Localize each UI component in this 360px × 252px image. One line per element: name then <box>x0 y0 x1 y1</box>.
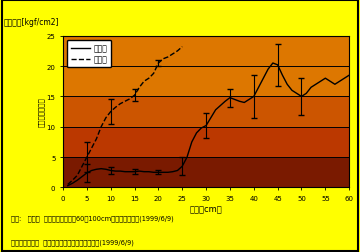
Legend: 深耕区, 圧密区: 深耕区, 圧密区 <box>67 40 111 68</box>
Bar <box>63 97 349 127</box>
X-axis label: 深さ（cm）: 深さ（cm） <box>190 204 222 213</box>
Text: 圧密区  バックホウにて十数回踏み固め(1999/6/9): 圧密区 バックホウにて十数回踏み固め(1999/6/9) <box>11 238 134 245</box>
Text: 区制:   深耕区  バックホウにて約60〜100cm深耕・天地返し(1999/6/9): 区制: 深耕区 バックホウにて約60〜100cm深耕・天地返し(1999/6/9… <box>11 215 174 221</box>
Text: 土壌硬度[kgf/cm2]: 土壌硬度[kgf/cm2] <box>4 17 59 26</box>
Bar <box>63 158 349 188</box>
Bar <box>63 37 349 97</box>
Y-axis label: 土壌硬度の比較: 土壌硬度の比較 <box>39 97 45 127</box>
Bar <box>63 127 349 158</box>
